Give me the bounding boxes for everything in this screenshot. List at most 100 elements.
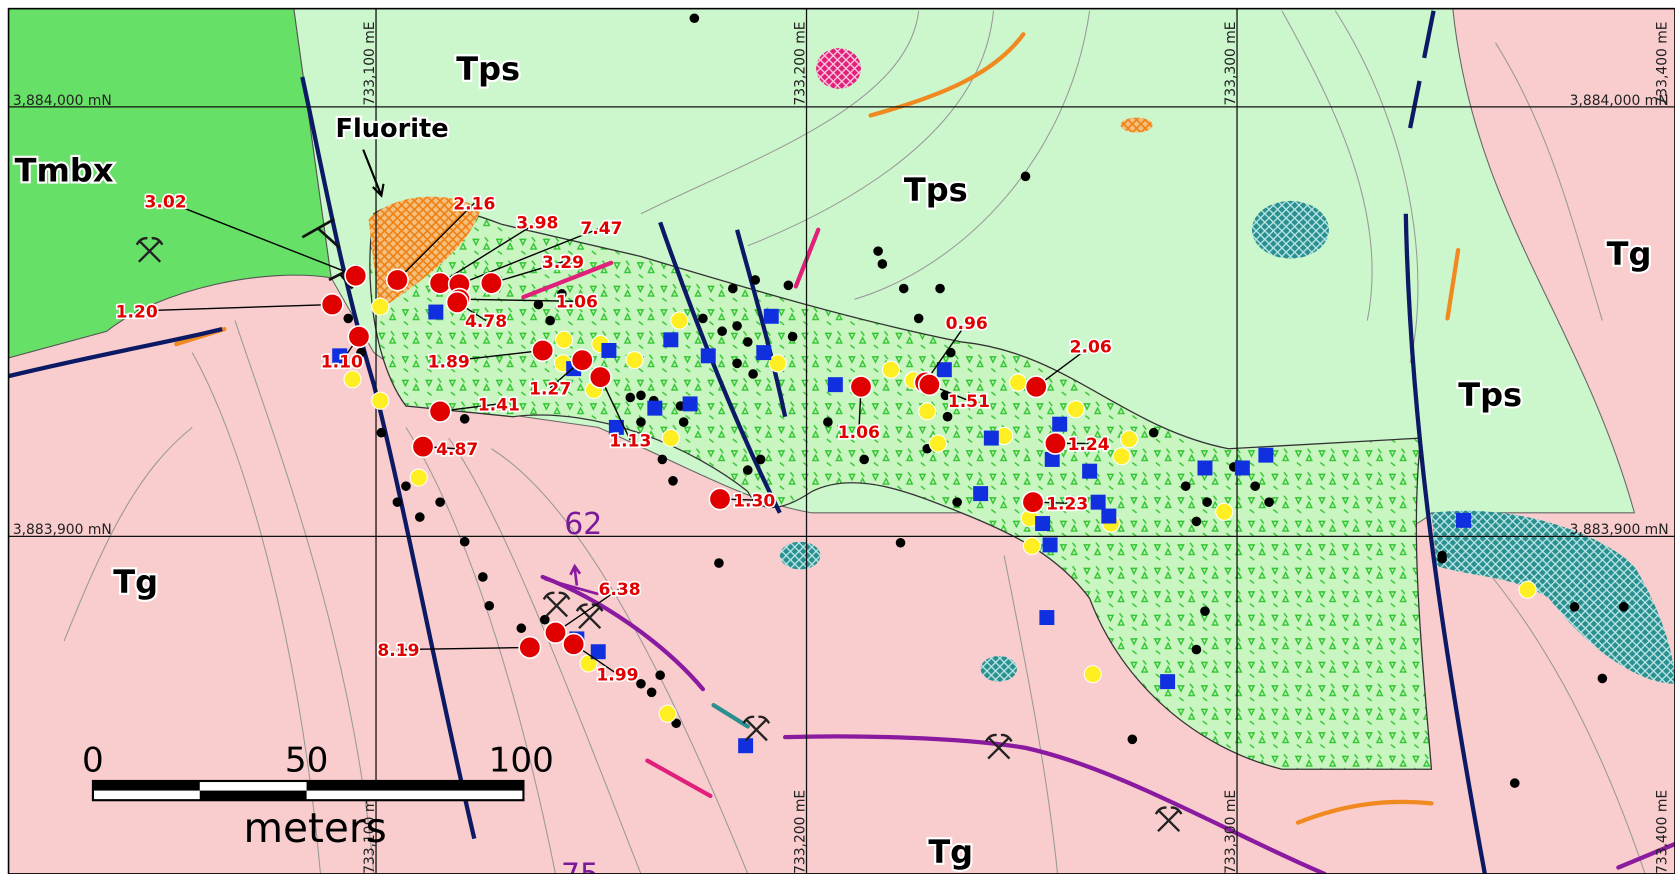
sample-point (714, 558, 724, 568)
sample-point (661, 428, 680, 448)
assay-label: 3.98 (516, 214, 558, 234)
sample-point (859, 454, 870, 465)
assay-label: 3.29 (542, 253, 584, 273)
sample-point (1437, 550, 1447, 561)
easting-label: 733,300 mE (1223, 21, 1239, 105)
sample-point (636, 678, 646, 689)
sample-point (1008, 373, 1028, 392)
sample-square (663, 332, 679, 348)
assay-label: 1.51 (948, 392, 990, 412)
sample-square (1042, 537, 1058, 553)
assay-label: 1.10 (321, 353, 363, 373)
sample-point (1127, 734, 1138, 745)
sample-point (409, 468, 428, 487)
leader-line (439, 221, 538, 284)
assay-point (428, 399, 452, 423)
sample-square (682, 396, 698, 412)
assay-point (320, 293, 344, 317)
sample-point (1264, 497, 1274, 507)
sample-point (913, 313, 924, 324)
teal-zone (980, 655, 1017, 682)
sample-square (983, 430, 999, 446)
unit-label: Tps (1458, 376, 1522, 414)
assay-point (849, 375, 873, 399)
easting-label: 733,200 mE (792, 21, 808, 105)
assay-point (1021, 490, 1045, 514)
sample-square (608, 419, 624, 435)
sample-point (877, 259, 888, 269)
sample-point (401, 481, 411, 491)
leader-line (398, 646, 530, 651)
mine-symbol (575, 603, 604, 630)
assay-label: 1.41 (478, 395, 520, 415)
sample-square (1035, 516, 1051, 532)
sample-point (636, 417, 646, 427)
dip-label: 75 (561, 858, 599, 874)
sample-point (1509, 778, 1520, 788)
assay-point (570, 348, 594, 372)
sample-point (1569, 602, 1580, 612)
sample-point (755, 454, 766, 465)
strike-dip (301, 217, 359, 290)
teal-zone (1251, 200, 1329, 259)
assay-label: 2.06 (1070, 338, 1112, 358)
unit-label: Tps (904, 171, 968, 209)
magenta-zone (816, 48, 862, 89)
sample-point (1148, 427, 1159, 438)
sample-point (1215, 502, 1234, 521)
sample-point (1180, 481, 1191, 491)
sample-square (1101, 508, 1117, 524)
leader-line (459, 298, 577, 303)
scale-tick: 0 (82, 740, 104, 780)
easting-label: 733,300 mE (1223, 790, 1239, 874)
sample-point (1200, 606, 1210, 616)
assay-point (518, 635, 542, 659)
labels: 3.02 2.16 3.98 7.47 3.29 1.06 4.78 1.20 1.10 1.89… (13, 48, 1654, 874)
sample-point (698, 313, 708, 324)
sample-point (935, 283, 945, 294)
unit-label: Tps (456, 50, 520, 88)
leader-line (924, 322, 968, 383)
sample-square (1258, 447, 1274, 463)
easting-label: 733,400 mE (1654, 790, 1670, 874)
sample-point (742, 465, 753, 475)
assay-label: 1.89 (428, 353, 470, 373)
sample-point (742, 337, 753, 347)
assay-point (1043, 431, 1067, 455)
unit-label: Tg (928, 833, 973, 871)
assay-label: 4.87 (436, 440, 478, 460)
sample-point (668, 475, 678, 486)
assay-point (1024, 375, 1048, 399)
sample-point (928, 434, 947, 453)
sample-square (1044, 451, 1060, 467)
assay-label: 1.23 (1046, 495, 1088, 515)
sample-point (435, 497, 445, 507)
northing-label: 3,884,000 mN (13, 93, 112, 109)
annotation-arrow (362, 149, 385, 198)
assay-label: 1.30 (733, 491, 775, 511)
assay-point (531, 338, 555, 362)
easting-label: 733,200 mE (792, 790, 808, 874)
leader-line (555, 588, 620, 634)
northing-label: 3,883,900 mN (13, 522, 112, 538)
sample-point (625, 351, 644, 370)
sample-point (343, 313, 354, 324)
sample-square (936, 362, 952, 378)
grid: 3,884,000 mN 3,884,000 mN 3,883,900 mN 3,88… (8, 8, 1675, 874)
samples (135, 13, 1629, 833)
sample-square (1052, 416, 1068, 432)
sample-square (738, 738, 754, 754)
sample-point (898, 283, 909, 294)
assay-point (544, 621, 567, 644)
teal-zone (1431, 510, 1675, 684)
sample-square (601, 342, 617, 358)
sample-point (895, 537, 906, 548)
strike-dip (544, 563, 599, 596)
assay-label: 7.47 (580, 219, 622, 239)
sample-square (973, 486, 989, 502)
unit-label: Tg (113, 563, 158, 601)
sample-point (554, 330, 574, 349)
leader-line (599, 376, 631, 441)
sample-square (428, 304, 444, 320)
